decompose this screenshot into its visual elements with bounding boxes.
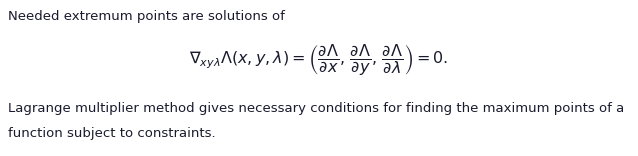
Text: function subject to constraints.: function subject to constraints. — [8, 127, 216, 140]
Text: $\nabla_{xy\lambda}\Lambda(x, y, \lambda) = \left(\dfrac{\partial\Lambda}{\parti: $\nabla_{xy\lambda}\Lambda(x, y, \lambda… — [189, 42, 449, 78]
Text: Lagrange multiplier method gives necessary conditions for finding the maximum po: Lagrange multiplier method gives necessa… — [8, 102, 624, 115]
Text: Needed extremum points are solutions of: Needed extremum points are solutions of — [8, 10, 285, 23]
